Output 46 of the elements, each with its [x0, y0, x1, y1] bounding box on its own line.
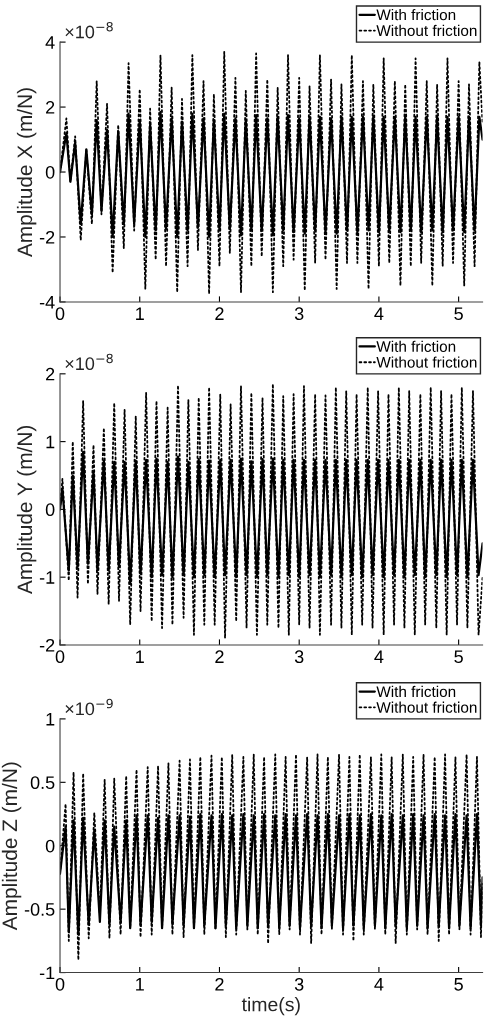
- x-tick-label: 0: [55, 650, 65, 664]
- x-tick-label: 3: [294, 650, 304, 664]
- legend-label: Without friction: [376, 24, 477, 37]
- y-tick-label: 1: [46, 713, 55, 726]
- y-tick-label: 0: [45, 503, 55, 517]
- legend-label: With friction: [376, 340, 456, 352]
- y-tick-label: -0.5: [24, 903, 55, 916]
- x-axis-title: time(s): [241, 997, 300, 1016]
- x-tick-label: 2: [215, 650, 224, 663]
- y-tick-label: 4: [45, 36, 55, 49]
- y-tick-label: 0: [45, 839, 55, 853]
- legend-label: With friction: [376, 9, 456, 21]
- y-tick-label: -2: [39, 230, 55, 244]
- y-axis-title: Amplitude Z (m/N): [1, 762, 22, 931]
- x-tick-label: 1: [136, 307, 144, 320]
- y-tick-label: 0.5: [30, 776, 55, 790]
- legend-label: With friction: [376, 685, 456, 698]
- y-axis-title: Amplitude X (m/N): [16, 88, 37, 258]
- y-tick-label: -1: [39, 571, 55, 584]
- x-tick-label: 0: [55, 307, 65, 321]
- y-tick-label: -2: [39, 638, 55, 652]
- x-tick-label: 5: [454, 978, 463, 991]
- x-tick-label: 2: [215, 307, 224, 320]
- y-tick-label: 2: [46, 101, 55, 114]
- x-tick-label: 4: [374, 650, 384, 663]
- x-tick-label: 1: [136, 978, 144, 991]
- text: ×10$^{−9}$: [65, 698, 113, 716]
- y-tick-label: 0: [45, 165, 55, 179]
- x-tick-label: 5: [454, 307, 463, 321]
- legend-label: Without friction: [376, 356, 477, 368]
- text: ×10$^{−8}$: [65, 21, 113, 39]
- x-tick-label: 2: [215, 977, 224, 991]
- y-tick-label: -4: [39, 296, 55, 309]
- x-tick-label: 4: [374, 978, 384, 991]
- x-tick-label: 0: [55, 977, 65, 991]
- text: ×10$^{−8}$: [65, 353, 113, 371]
- x-tick-label: 1: [136, 650, 144, 663]
- x-tick-label: 5: [454, 650, 463, 664]
- legend-label: Without friction: [376, 701, 477, 713]
- x-tick-label: 3: [294, 307, 304, 321]
- y-tick-label: 2: [46, 367, 55, 381]
- y-axis-title: Amplitude Y (m/N): [16, 425, 37, 595]
- x-tick-label: 3: [294, 977, 304, 991]
- y-tick-label: 1: [46, 435, 55, 449]
- x-tick-label: 4: [374, 307, 384, 320]
- y-tick-label: -1: [39, 966, 55, 980]
